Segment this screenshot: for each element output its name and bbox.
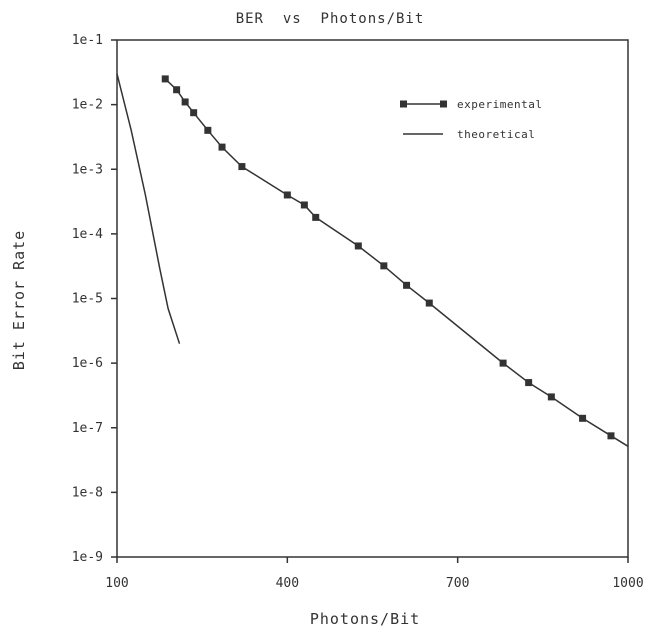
data-point-experimental — [218, 143, 226, 151]
data-point-experimental — [425, 299, 433, 307]
data-point-experimental — [354, 242, 362, 250]
plot-area-border — [116, 39, 629, 558]
data-point-experimental — [403, 281, 411, 289]
y-tick-label: 1e-8 — [72, 485, 103, 500]
series-layer — [116, 73, 629, 447]
data-point-experimental — [238, 163, 246, 171]
data-point-experimental — [181, 98, 189, 106]
y-tick-label: 1e-4 — [72, 227, 103, 242]
x-tick-label: 700 — [446, 576, 469, 591]
x-tick-label: 400 — [276, 576, 299, 591]
data-point-experimental — [579, 414, 587, 422]
x-axis-ticks: 100 400 700 1000 — [105, 557, 644, 591]
y-tick-label: 1e-6 — [72, 356, 103, 371]
data-point-experimental — [173, 86, 181, 94]
data-point-experimental — [161, 75, 169, 83]
y-tick-label: 1e-5 — [72, 292, 103, 307]
y-tick-label: 1e-2 — [72, 98, 103, 113]
x-tick-label: 100 — [105, 576, 128, 591]
data-point-experimental — [283, 191, 291, 199]
y-axis-ticks: 1e-1 1e-2 1e-3 1e-4 1e-5 1e-6 1e-7 1e-8 1e-9 — [72, 33, 117, 565]
y-tick-label: 1e-3 — [72, 162, 103, 177]
legend: experimental theoretical — [400, 98, 542, 141]
legend-marker-experimental — [400, 100, 407, 108]
data-point-experimental — [190, 109, 198, 117]
data-point-experimental — [380, 262, 388, 270]
y-tick-label: 1e-9 — [72, 550, 103, 565]
series-line-theoretical — [116, 73, 181, 344]
y-axis-label: Bit Error Rate — [10, 230, 28, 370]
x-tick-label: 1000 — [612, 576, 643, 591]
data-point-experimental — [300, 201, 308, 209]
data-point-experimental — [499, 359, 507, 367]
data-point-experimental — [312, 213, 320, 221]
y-tick-label: 1e-1 — [72, 33, 103, 48]
chart-title: BER vs Photons/Bit — [236, 11, 425, 27]
y-tick-label: 1e-7 — [72, 421, 103, 436]
legend-label-experimental: experimental — [457, 98, 542, 111]
data-point-experimental — [204, 126, 212, 134]
data-point-experimental — [525, 379, 533, 387]
legend-label-theoretical: theoretical — [457, 128, 535, 141]
series-line-experimental — [164, 78, 629, 447]
data-point-experimental — [547, 393, 555, 401]
x-axis-label: Photons/Bit — [310, 610, 420, 628]
legend-marker-experimental — [440, 100, 447, 108]
data-point-experimental — [607, 432, 615, 440]
